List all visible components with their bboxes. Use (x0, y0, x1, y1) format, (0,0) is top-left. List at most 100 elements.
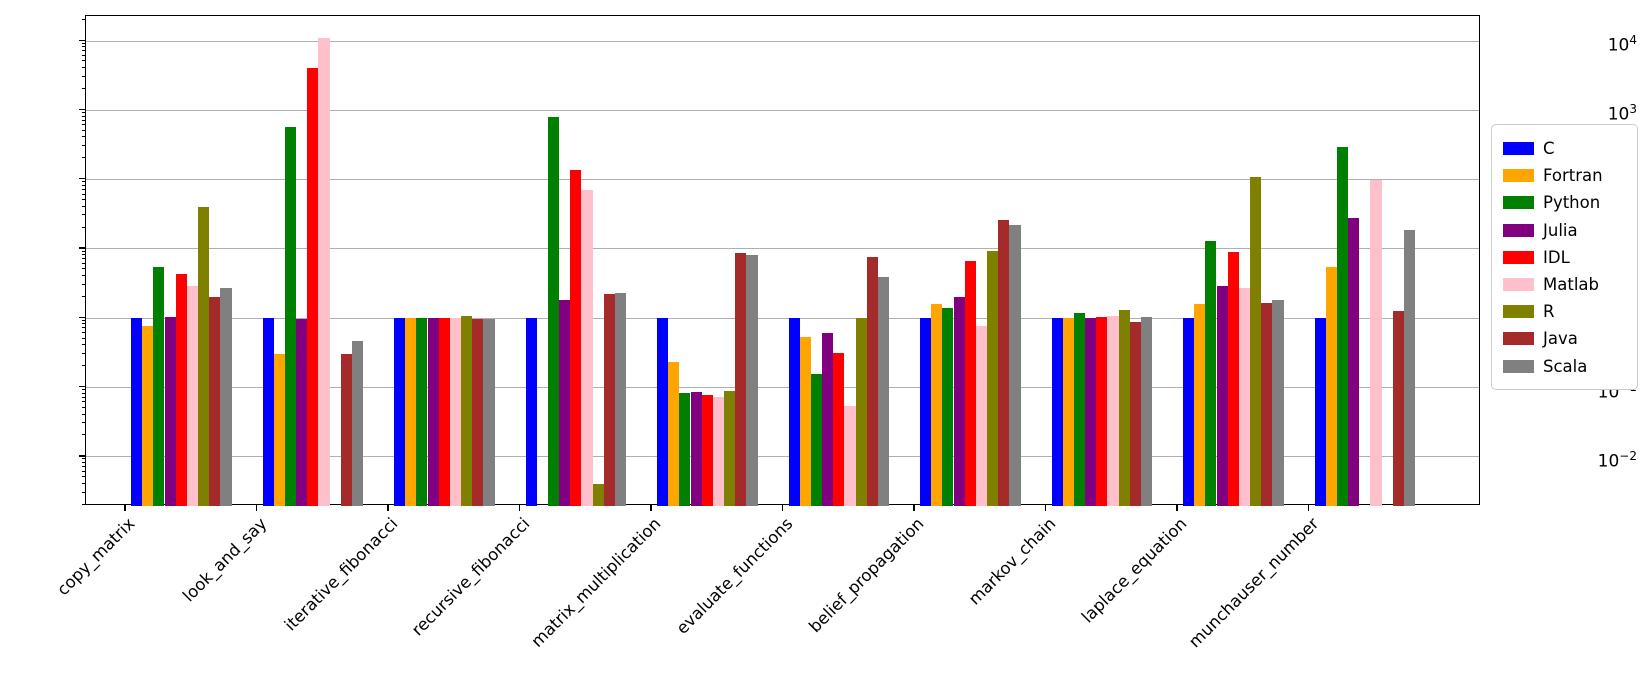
y-gridline (86, 387, 1479, 389)
y-major-tick (79, 178, 85, 180)
y-minor-tick (81, 268, 85, 270)
bar-java-laplace_equation (1261, 303, 1273, 506)
bar-idl-belief_propagation (964, 260, 976, 506)
legend-item-matlab: Matlab (1492, 271, 1637, 298)
legend-label: Fortran (1543, 166, 1603, 186)
y-minor-tick (81, 396, 85, 398)
legend-swatch-icon (1503, 142, 1534, 156)
bar-scala-markov_chain (1140, 317, 1153, 506)
y-minor-tick (81, 262, 85, 264)
bar-r-evaluate_functions (855, 318, 867, 506)
bar-fortran-munchauser_number (1325, 266, 1337, 506)
y-minor-tick (81, 42, 85, 44)
x-major-tick (781, 505, 784, 511)
y-minor-tick (81, 401, 85, 403)
bar-java-recursive_fibonacci (603, 294, 615, 506)
legend-swatch-icon (1503, 278, 1534, 292)
bar-python-look_and_say (284, 127, 296, 506)
y-minor-tick (81, 157, 85, 159)
y-minor-tick (81, 112, 85, 114)
y-minor-tick (81, 214, 85, 216)
bar-r-belief_propagation (987, 251, 999, 506)
y-minor-tick (81, 295, 85, 297)
y-tick-label: 10−2 (1597, 448, 1637, 472)
bar-fortran-matrix_multiplication (668, 362, 680, 506)
bar-idl-laplace_equation (1227, 252, 1239, 506)
bar-fortran-look_and_say (273, 354, 285, 506)
bar-scala-recursive_fibonacci (614, 292, 627, 506)
bar-r-recursive_fibonacci (592, 484, 604, 506)
bar-c-copy_matrix (131, 318, 143, 506)
y-minor-tick (81, 193, 85, 195)
y-minor-tick (81, 254, 85, 256)
bar-r-laplace_equation (1250, 176, 1262, 506)
y-gridline (86, 248, 1479, 250)
y-minor-tick (81, 87, 85, 89)
bar-idl-copy_matrix (175, 273, 187, 506)
bar-idl-markov_chain (1096, 317, 1108, 506)
bar-python-recursive_fibonacci (547, 117, 559, 506)
bar-python-matrix_multiplication (679, 393, 691, 506)
bar-r-markov_chain (1118, 310, 1130, 506)
bar-matlab-evaluate_functions (844, 406, 856, 506)
y-major-tick (79, 108, 85, 111)
bar-julia-munchauser_number (1348, 217, 1360, 506)
legend-label: Java (1543, 329, 1578, 349)
y-minor-tick (81, 184, 85, 186)
y-minor-tick (81, 60, 85, 62)
legend-item-idl: IDL (1492, 244, 1637, 271)
bar-fortran-markov_chain (1062, 318, 1074, 506)
bar-python-markov_chain (1073, 313, 1085, 506)
y-minor-tick (81, 470, 85, 472)
legend-item-python: Python (1492, 189, 1637, 216)
bar-julia-recursive_fibonacci (559, 299, 571, 506)
y-minor-tick (81, 422, 85, 424)
legend-item-java: Java (1492, 325, 1637, 352)
bar-fortran-evaluate_functions (799, 336, 811, 506)
x-major-tick (1176, 505, 1178, 511)
bar-scala-iterative_fibonacci (483, 319, 495, 506)
x-major-tick (518, 505, 521, 511)
bar-matlab-copy_matrix (186, 286, 198, 506)
bar-julia-markov_chain (1085, 318, 1097, 506)
bar-fortran-iterative_fibonacci (405, 318, 417, 506)
bar-r-matrix_multiplication (724, 390, 736, 506)
y-minor-tick (81, 275, 85, 276)
legend: C Fortran Python Julia IDL Matlab R Java Scala (1491, 124, 1638, 390)
legend-item-julia: Julia (1492, 217, 1637, 244)
bar-idl-matrix_multiplication (701, 394, 713, 506)
y-minor-tick (81, 323, 85, 325)
bar-python-evaluate_functions (810, 374, 822, 506)
bar-scala-munchauser_number (1403, 229, 1416, 506)
legend-swatch-icon (1503, 305, 1534, 319)
bar-java-look_and_say (340, 354, 352, 506)
y-minor-tick (81, 327, 85, 329)
bar-scala-belief_propagation (1009, 225, 1021, 506)
y-gridline (86, 109, 1479, 111)
bar-r-copy_matrix (198, 207, 210, 506)
y-minor-tick (81, 199, 85, 200)
y-minor-tick (81, 50, 85, 52)
bar-idl-iterative_fibonacci (438, 318, 450, 506)
bar-python-belief_propagation (942, 308, 954, 506)
legend-label: Matlab (1543, 275, 1599, 295)
y-minor-tick (81, 337, 85, 339)
bar-c-recursive_fibonacci (525, 318, 537, 506)
bar-c-laplace_equation (1183, 318, 1195, 506)
plot-area (85, 15, 1480, 506)
x-major-tick (650, 505, 652, 511)
x-major-tick (1044, 505, 1047, 511)
bar-c-markov_chain (1051, 318, 1063, 506)
bar-c-look_and_say (262, 318, 274, 506)
legend-swatch-icon (1503, 250, 1534, 264)
bar-matlab-iterative_fibonacci (449, 318, 461, 506)
bar-java-matrix_multiplication (735, 253, 747, 506)
bar-julia-laplace_equation (1216, 286, 1228, 506)
y-minor-tick (81, 46, 85, 48)
legend-swatch-icon (1503, 359, 1534, 373)
bar-scala-laplace_equation (1272, 299, 1284, 506)
y-tick-exponent: −2 (1619, 448, 1637, 463)
x-major-tick (255, 505, 258, 511)
bar-c-matrix_multiplication (657, 318, 669, 506)
y-minor-tick (81, 258, 85, 260)
